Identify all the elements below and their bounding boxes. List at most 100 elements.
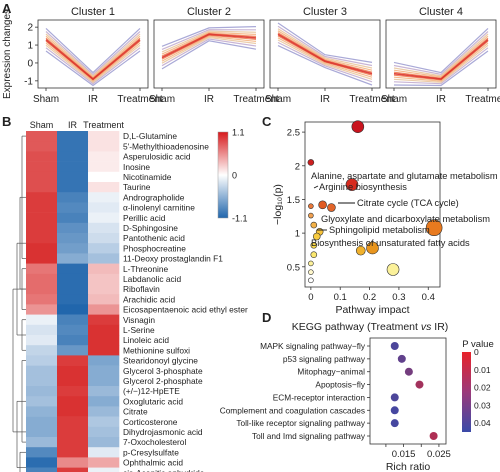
- heatmap-row-label: p-Cresylsulfate: [123, 447, 179, 457]
- heatmap-cell: [88, 182, 120, 193]
- cluster-line: [277, 28, 373, 69]
- x-tick-label: IR: [436, 94, 446, 105]
- kegg-pathway-label: Toll and Imd signaling pathway: [252, 431, 366, 441]
- heatmap-cell: [57, 202, 89, 213]
- heatmap-cell: [88, 314, 120, 326]
- panel-b-heatmap: Sham IR TreatmentD,L-Glutamine5'-Methylthi…: [12, 120, 248, 472]
- heatmap-cell: [88, 222, 120, 234]
- cluster-line: [161, 31, 257, 55]
- heatmap-row-label: Nicotinamide: [123, 172, 172, 182]
- heatmap-cell: [57, 426, 89, 438]
- cluster-line: [161, 26, 257, 47]
- heatmap-cell: [26, 447, 58, 458]
- heatmap-cell: [57, 345, 89, 356]
- panel-d-kegg-dotplot: KEGG pathway (Treatment vs IR) MAPK signa…: [220, 321, 494, 472]
- heatmap-cell: [26, 437, 58, 448]
- heatmap-row-label: D,L-Glutamine: [123, 131, 177, 141]
- heatmap-cell: [88, 375, 120, 387]
- kegg-pathway-label: Complement and coagulation cascades: [220, 405, 365, 415]
- scatter-point: [327, 203, 336, 212]
- cluster-line: [393, 39, 489, 80]
- panel-letter-a: A: [2, 1, 12, 16]
- heatmap-cell: [88, 355, 120, 366]
- heatmap-cell: [57, 437, 89, 448]
- cluster-line: [393, 42, 489, 82]
- kegg-dot: [390, 406, 399, 415]
- heatmap-cell: [88, 171, 120, 183]
- kegg-title-part: IR): [431, 321, 448, 333]
- heatmap-cell: [57, 324, 89, 336]
- x-tick-label: Sham: [381, 94, 407, 105]
- heatmap-column-label: Sham: [30, 120, 54, 130]
- y-tick-label: 0.5: [287, 262, 300, 273]
- heatmap-column-label: Treatment: [83, 120, 124, 130]
- heatmap-cell: [57, 284, 89, 295]
- cluster-line: [277, 30, 373, 71]
- cluster-line: [161, 30, 257, 53]
- pathway-annotation: Glyoxylate and dicarboxylate metabolism: [321, 214, 490, 224]
- heatmap-row-label: α-linolenyl carnitine: [123, 203, 195, 213]
- cluster-line: [393, 33, 489, 77]
- heatmap-cell: [88, 161, 120, 173]
- heatmap-cell: [88, 131, 120, 142]
- scatter-point: [308, 277, 314, 284]
- heatmap-row-label: Citrate: [123, 407, 148, 417]
- colorbar-title-text: P value: [462, 339, 494, 350]
- heatmap-cell: [26, 284, 58, 295]
- colorbar-tick-label: 0.01: [474, 365, 491, 375]
- x-tick-label: IR: [88, 94, 98, 105]
- colorbar-title: P value: [462, 339, 494, 350]
- cluster-line: [45, 42, 141, 82]
- heatmap-cell: [26, 375, 58, 387]
- heatmap-cell: [26, 202, 58, 213]
- scatter-point: [308, 269, 314, 275]
- heatmap-cell: [88, 212, 120, 224]
- panel-a-cluster-lines: Expression changes Cluster 1 Sham IR Treatme…: [2, 6, 500, 105]
- heatmap-cell: [88, 233, 120, 244]
- heatmap-row-label: L-Threonine: [123, 264, 169, 274]
- y-tick-label: 0: [27, 58, 33, 69]
- heatmap-row-label: Arachidic acid: [123, 294, 175, 304]
- heatmap-cell: [26, 304, 58, 315]
- heatmap-row-label: Glycerol 2-phosphate: [123, 376, 203, 386]
- heatmap-cell: [26, 457, 58, 468]
- pathway-annotation: Arginine biosynthesis: [319, 182, 407, 192]
- kegg-pathway-label: Mitophagy−animal: [297, 367, 365, 377]
- cluster-line: [393, 35, 489, 78]
- panel-c-pathway-scatter: 0 0.1 0.2 0.3 0.4 0.5 1 1.5 2 2.5 Pathway impact −l…: [272, 120, 498, 316]
- heatmap-cell: [57, 406, 89, 417]
- cluster-line: [277, 25, 373, 67]
- kegg-dot: [429, 432, 438, 440]
- heatmap-cell: [88, 141, 120, 152]
- scatter-point: [312, 232, 321, 241]
- heatmap-cell: [26, 182, 58, 193]
- heatmap-row-label: Visnagin: [123, 315, 155, 325]
- pathway-annotation: Alanine, aspartate and glutamate metabol…: [311, 171, 498, 181]
- pathway-annotation: Biosynthesis of unsaturated fatty acids: [311, 238, 470, 248]
- kegg-pathway-label: Apoptosis−fly: [315, 380, 365, 390]
- colorbar-tick-label: 0.02: [474, 383, 491, 393]
- heatmap-cell: [88, 386, 120, 397]
- cluster-line: [277, 45, 373, 86]
- heatmap-row-label: Perillic acid: [123, 213, 166, 223]
- cluster-line: [45, 27, 141, 74]
- x-tick-label: Treatment: [465, 94, 500, 105]
- heatmap-cell: [88, 345, 120, 356]
- heatmap-cell: [26, 212, 58, 224]
- cluster-line: [277, 41, 373, 83]
- heatmap-cell: [26, 426, 58, 438]
- heatmap-cell: [26, 355, 58, 366]
- cluster-title: Cluster 3: [303, 6, 347, 18]
- cluster-line: [161, 35, 257, 62]
- heatmap-cell: [88, 284, 120, 295]
- cluster-line: [161, 33, 257, 59]
- cluster-title: Cluster 1: [71, 6, 115, 18]
- heatmap-cell: [57, 335, 89, 346]
- y-tick-label: 2: [295, 161, 300, 172]
- heatmap-cell: [88, 365, 120, 377]
- cluster-line: [277, 33, 373, 75]
- scatter-point: [351, 120, 365, 134]
- colorbar-tick-label: 0: [474, 347, 479, 357]
- scatter-point: [308, 203, 314, 209]
